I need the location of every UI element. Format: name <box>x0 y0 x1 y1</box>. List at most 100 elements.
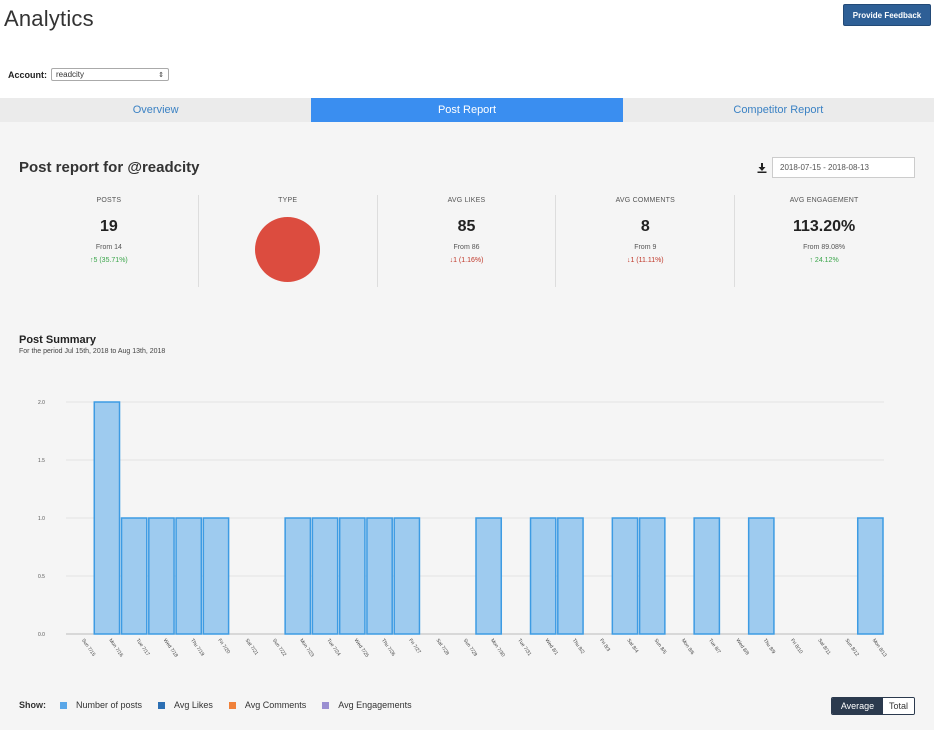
stat-avg-likes: AVG LIKES 85 From 86 ↓1 (1.16%) <box>378 195 557 287</box>
bar <box>311 517 339 635</box>
tab-competitor-report[interactable]: Competitor Report <box>622 98 934 122</box>
x-tick-label: Thu 8/2 <box>571 638 586 656</box>
legend-swatch <box>228 701 236 709</box>
x-tick-label: Fri 8/10 <box>789 638 804 656</box>
stat-change: ↓1 (11.11%) <box>626 257 664 264</box>
legend-label: Avg Comments <box>244 700 307 710</box>
average-total-toggle: Average Total <box>831 697 915 715</box>
stat-label: POSTS <box>96 197 122 204</box>
x-tick-label: Thu 7/26 <box>380 638 396 658</box>
stat-value: 85 <box>457 218 476 235</box>
account-selected-value: readcity <box>56 70 85 79</box>
page-title: Analytics <box>4 6 94 31</box>
x-tick-label: Thu 7/19 <box>189 638 205 658</box>
bar <box>338 517 366 635</box>
bar <box>120 517 148 635</box>
bar <box>148 517 175 635</box>
x-tick-label: Fri 7/20 <box>216 638 231 656</box>
stat-value: 113.20% <box>792 218 856 235</box>
bar <box>747 517 775 635</box>
bar <box>638 517 666 635</box>
legend-item-avg-engagements[interactable]: Avg Engagements <box>322 700 412 710</box>
stat-value: 8 <box>640 218 650 235</box>
x-tick-label: Fri 8/3 <box>598 638 611 653</box>
x-tick-label: Wed 7/25 <box>353 638 370 659</box>
post-summary-title: Post Summary <box>19 334 97 346</box>
x-tick-label: Sun 7/29 <box>462 638 479 658</box>
stat-label: AVG COMMENTS <box>615 197 676 204</box>
report-tabs: Overview Post Report Competitor Report <box>0 98 934 122</box>
legend-item-avg-likes[interactable]: Avg Likes <box>158 700 213 710</box>
x-tick-label: Sat 7/28 <box>434 638 450 657</box>
bar <box>366 517 393 635</box>
account-selector-row: Account: readcity ⇕ <box>8 68 169 81</box>
x-tick-label: Mon 7/30 <box>489 638 506 659</box>
type-chart-circle <box>255 217 321 282</box>
legend-swatch <box>158 701 166 709</box>
stat-label: AVG LIKES <box>447 197 486 204</box>
stat-change: ↓1 (1.16%) <box>449 257 484 264</box>
x-tick-label: Mon 7/16 <box>107 638 124 659</box>
post-report-panel: Post report for @readcity 2018-07-15 - 2… <box>0 122 934 730</box>
x-tick-label: Mon 8/6 <box>680 638 695 656</box>
y-tick-label: 1.5 <box>38 458 45 464</box>
chart-legend: Show: Number of posts Avg Likes Avg Comm… <box>19 700 428 710</box>
stat-value: 19 <box>100 218 118 235</box>
bar <box>202 517 230 635</box>
x-tick-label: Tue 7/17 <box>135 638 151 658</box>
average-button[interactable]: Average <box>832 698 883 714</box>
report-title: Post report for @readcity <box>19 159 200 176</box>
y-tick-label: 0.5 <box>38 574 45 580</box>
x-tick-label: Thu 8/9 <box>762 638 777 656</box>
x-tick-label: Sun 8/5 <box>653 638 668 656</box>
x-tick-label: Wed 8/1 <box>544 638 560 657</box>
bar <box>93 401 121 635</box>
bar <box>393 517 421 635</box>
total-button[interactable]: Total <box>883 698 914 714</box>
x-tick-label: Tue 7/24 <box>325 638 341 658</box>
account-select[interactable]: readcity ⇕ <box>51 68 169 81</box>
stat-from: From 14 <box>95 244 122 251</box>
download-icon[interactable] <box>757 163 767 173</box>
stat-from: From 9 <box>634 244 657 251</box>
stat-label: TYPE <box>278 197 298 204</box>
legend-item-number-of-posts[interactable]: Number of posts <box>60 700 142 710</box>
x-tick-label: Sun 7/15 <box>80 638 97 658</box>
stat-change: ↑ 24.12% <box>809 257 839 264</box>
stat-avg-engagement: AVG ENGAGEMENT 113.20% From 89.08% ↑ 24.… <box>735 195 913 287</box>
legend-swatch <box>60 701 67 709</box>
x-tick-label: Tue 7/31 <box>516 638 532 658</box>
stat-from: From 86 <box>453 244 480 251</box>
x-tick-label: Wed 7/18 <box>162 638 179 659</box>
tab-overview[interactable]: Overview <box>0 98 312 122</box>
legend-item-avg-comments[interactable]: Avg Comments <box>228 700 307 710</box>
tab-post-report[interactable]: Post Report <box>311 98 623 122</box>
bar <box>175 517 203 635</box>
post-summary-subtitle: For the period Jul 15th, 2018 to Aug 13t… <box>19 348 166 355</box>
provide-feedback-button[interactable]: Provide Feedback <box>843 4 931 26</box>
account-label: Account: <box>8 69 47 80</box>
stat-change: ↑5 (35.71%) <box>90 257 128 264</box>
bar <box>475 517 503 635</box>
bar <box>611 517 639 635</box>
x-tick-label: Wed 8/8 <box>734 638 750 657</box>
legend-show-label: Show: <box>19 700 46 710</box>
date-range-input[interactable]: 2018-07-15 - 2018-08-13 <box>772 157 915 178</box>
stats-row: POSTS 19 From 14 ↑5 (35.71%) TYPE AVG LI… <box>20 195 913 287</box>
legend-label: Avg Engagements <box>338 700 412 710</box>
stat-from: From 89.08% <box>803 244 846 251</box>
select-arrows-icon: ⇕ <box>158 71 164 79</box>
x-tick-label: Sat 8/11 <box>816 638 832 657</box>
legend-label: Number of posts <box>76 700 143 710</box>
x-tick-label: Fri 7/27 <box>407 638 422 656</box>
legend-label: Avg Likes <box>174 700 213 710</box>
bar <box>529 517 557 635</box>
legend-swatch <box>322 701 330 709</box>
x-tick-label: Sat 8/4 <box>625 638 639 655</box>
x-tick-label: Sun 7/22 <box>271 638 288 658</box>
stat-avg-comments: AVG COMMENTS 8 From 9 ↓1 (11.11%) <box>556 195 736 287</box>
post-summary-chart: 0.0 0.5 1.0 1.5 2.0 Sun 7/15 Mon 7/16 Tue 7/17 W… <box>38 400 888 659</box>
stat-type: TYPE <box>199 195 378 287</box>
x-tick-label: Sun 8/12 <box>843 638 860 658</box>
x-tick-label: Mon 7/23 <box>298 638 315 659</box>
